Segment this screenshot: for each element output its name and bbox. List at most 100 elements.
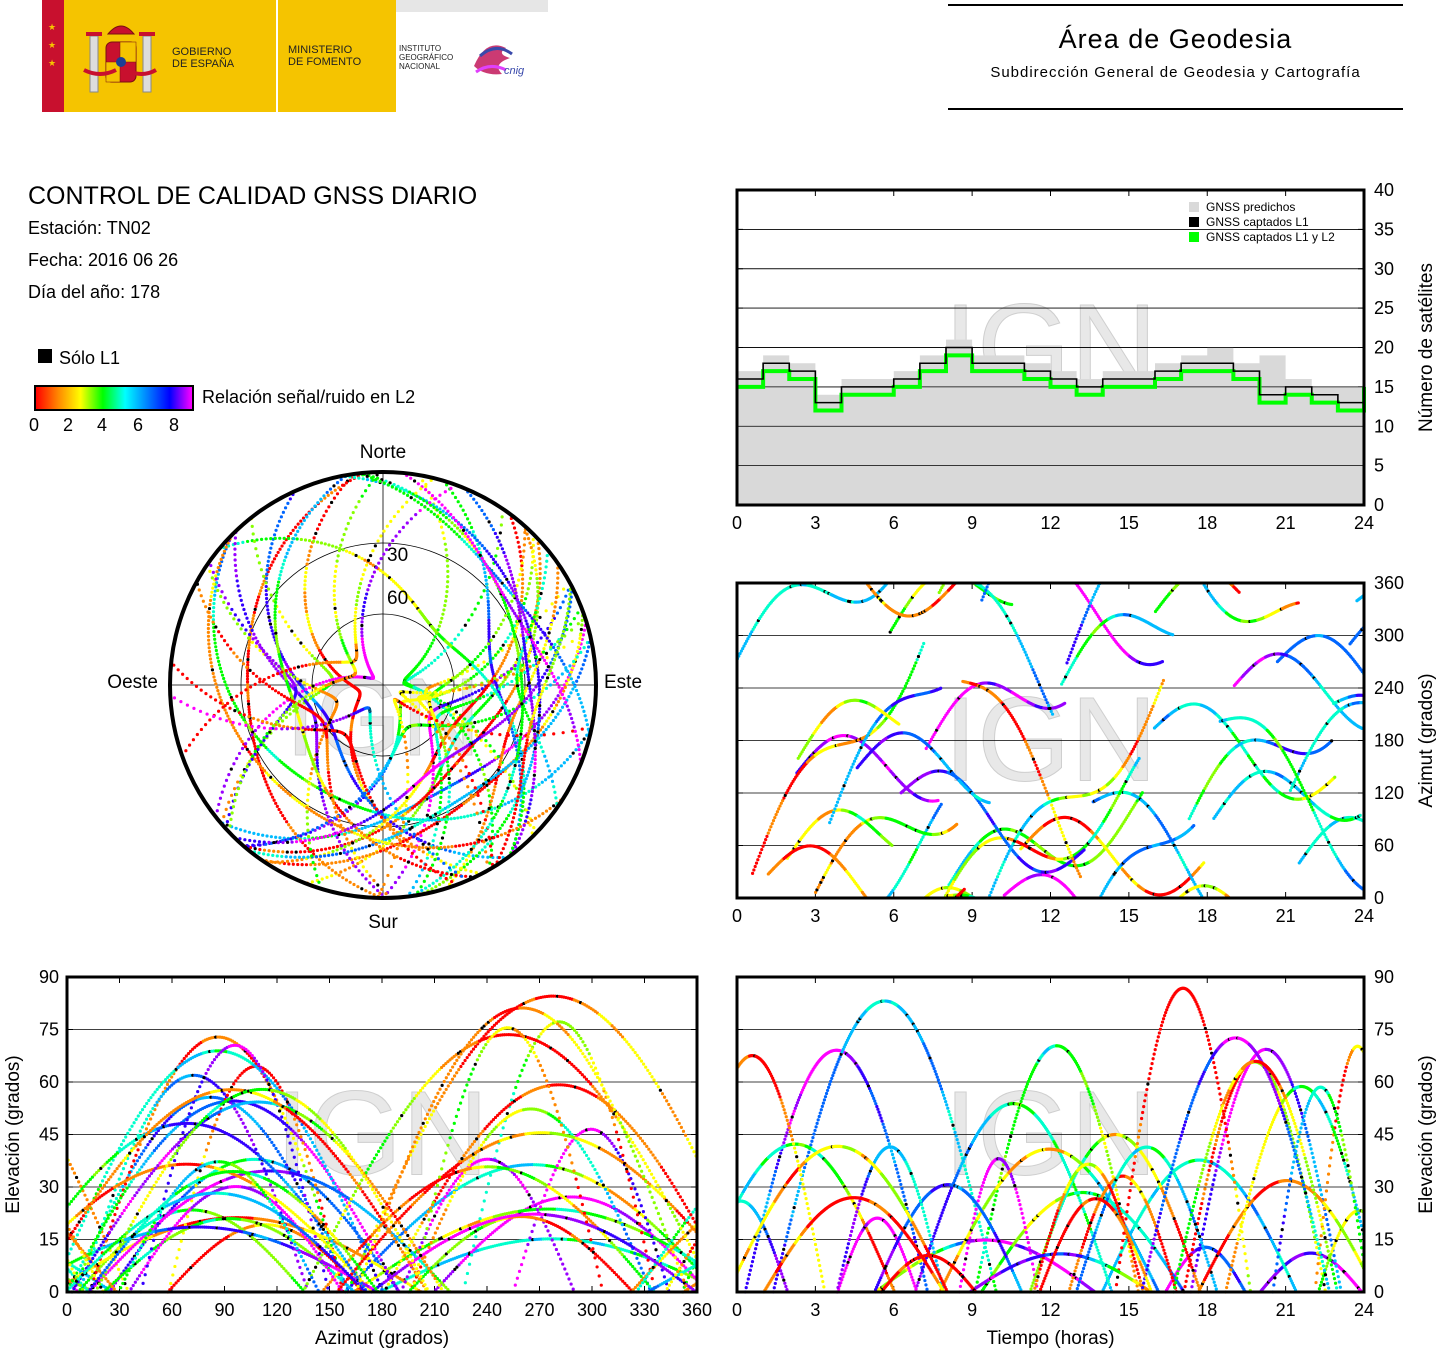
track-point (841, 787, 845, 791)
track-point (255, 1122, 259, 1126)
y-tick-label: 45 (39, 1125, 59, 1145)
track-point (774, 813, 778, 817)
y-tick-label: 25 (1374, 298, 1394, 318)
track-point (1310, 805, 1314, 809)
track-point (962, 887, 966, 891)
snr-tick-8: 8 (169, 415, 180, 435)
track-point (1047, 796, 1051, 800)
track-point (1031, 668, 1035, 672)
track-point (665, 1099, 669, 1103)
x-tick-label: 210 (419, 1300, 449, 1320)
track-point (392, 1188, 396, 1192)
track-point (999, 866, 1004, 870)
track-point (425, 1120, 429, 1125)
y-tick-label: 60 (1374, 836, 1394, 856)
track-point (1085, 610, 1089, 614)
track-point (1148, 710, 1152, 715)
track-point (1001, 863, 1005, 867)
track-point (350, 1280, 354, 1285)
station-label: Estación: TN02 (28, 218, 151, 238)
x-tick-label: 12 (1040, 906, 1060, 926)
track-point (1063, 837, 1067, 841)
y-tick-label: 35 (1374, 219, 1394, 239)
track-point (654, 1081, 658, 1085)
track-point (1023, 740, 1028, 744)
track-point (1070, 647, 1074, 651)
x-tick-label: 0 (732, 513, 742, 533)
y-tick-label: 20 (1374, 338, 1394, 358)
track-point (184, 1054, 188, 1058)
track-point (1010, 602, 1014, 607)
x-tick-label: 15 (1119, 513, 1139, 533)
track-point (1160, 682, 1164, 686)
x-tick-label: 6 (889, 906, 899, 926)
track-point (771, 819, 776, 823)
track-point (985, 585, 989, 589)
track-point (982, 591, 987, 596)
track-point (299, 1189, 303, 1194)
x-tick-label: 90 (214, 1300, 234, 1320)
track-point (993, 881, 997, 885)
track-point (1076, 869, 1080, 873)
x-tick-label: 330 (629, 1300, 659, 1320)
track-point (683, 1133, 688, 1137)
track-point (1292, 780, 1296, 784)
x-tick-label: 12 (1040, 513, 1060, 533)
track-point (903, 684, 908, 688)
instituto-line-2: GEOGRÁFICO (399, 53, 454, 62)
track-point (1082, 848, 1086, 852)
track-point (304, 1169, 308, 1174)
track-point (1313, 813, 1318, 818)
track-point (762, 841, 766, 845)
track-point (1003, 857, 1007, 861)
track-point (259, 1126, 263, 1131)
track-point (282, 1160, 287, 1164)
track-point (652, 1078, 656, 1082)
track-point (1071, 643, 1076, 648)
track-point (448, 1080, 452, 1085)
track-point (1045, 701, 1049, 705)
gobierno-line-1: GOBIERNO (172, 46, 232, 58)
x-tick-label: 270 (524, 1300, 554, 1320)
y-axis-label: Elevación (grados) (3, 1055, 24, 1213)
track-point (423, 1124, 427, 1129)
x-tick-label: 15 (1119, 906, 1139, 926)
track-point (148, 1140, 152, 1144)
track-point (625, 1040, 629, 1044)
track-point (627, 1042, 631, 1047)
y-tick-label: 0 (1374, 888, 1384, 908)
track-point (765, 834, 769, 838)
track-point (1137, 737, 1141, 741)
track-point (455, 1071, 459, 1075)
azimuth-track (735, 582, 943, 900)
track-point (764, 838, 768, 842)
track-point (152, 1134, 156, 1138)
track-point (1307, 799, 1311, 804)
track-point (1038, 773, 1042, 777)
x-tick-label: 0 (732, 906, 742, 926)
track-point (1050, 803, 1054, 807)
track-point (777, 807, 781, 811)
track-point (741, 646, 745, 651)
track-point (918, 651, 922, 655)
track-point (295, 1182, 299, 1186)
track-point (984, 588, 988, 592)
track-point (756, 858, 760, 862)
track-point (1028, 662, 1032, 666)
ministerio-logo-background (278, 0, 396, 112)
track-point (1082, 617, 1086, 621)
track-point (1063, 701, 1067, 705)
track-point (261, 1129, 266, 1133)
track-point (851, 762, 855, 766)
track-point (1042, 783, 1046, 787)
track-point (994, 878, 998, 882)
track-point (1156, 691, 1160, 696)
track-point (1033, 760, 1037, 764)
track-point (427, 1117, 431, 1121)
track-point (656, 1085, 660, 1089)
track-point (1041, 692, 1046, 696)
track-point (142, 1149, 146, 1153)
track-point (1040, 689, 1044, 693)
track-point (1032, 671, 1036, 675)
track-point (293, 1142, 298, 1146)
